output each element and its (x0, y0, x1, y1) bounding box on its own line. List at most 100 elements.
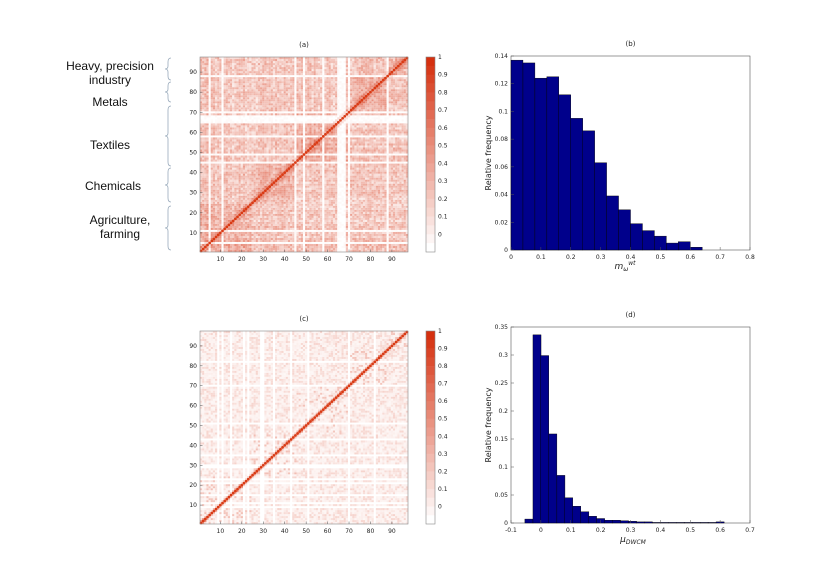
heatmap-cell (311, 199, 314, 202)
heatmap-cell (290, 205, 293, 208)
heatmap-cell (251, 79, 254, 82)
heatmap-cell (270, 77, 273, 80)
heatmap-cell (234, 107, 237, 110)
heatmap-cell (202, 143, 205, 146)
heatmap-cell (245, 187, 248, 190)
heatmap-cell (292, 151, 295, 154)
heatmap-cell (283, 163, 286, 166)
heatmap-cell (230, 205, 233, 208)
heatmap-cell (270, 233, 273, 236)
heatmap-cell (225, 157, 228, 160)
heatmap-cell (309, 93, 312, 96)
heatmap-cell (307, 137, 310, 140)
heatmap-cell (315, 71, 318, 74)
heatmap-cell (255, 105, 258, 108)
heatmap-cell (264, 59, 267, 62)
heatmap-cell (262, 243, 265, 247)
heatmap-cell (317, 231, 321, 234)
heatmap-cell (202, 177, 205, 180)
heatmap-cell (210, 65, 213, 68)
heatmap-cell (219, 103, 222, 106)
heatmap-cell (279, 111, 282, 114)
heatmap-cell (206, 161, 209, 164)
heatmap-cell (290, 195, 293, 198)
heatmap-cell (227, 151, 231, 154)
heatmap-cell (253, 111, 256, 114)
heatmap-cell (230, 149, 233, 152)
heatmap-cell (311, 221, 314, 224)
heatmap-cell (275, 107, 278, 110)
heatmap-cell (281, 211, 284, 214)
heatmap-cell (305, 135, 308, 138)
heatmap-cell (268, 205, 271, 208)
heatmap-cell (270, 225, 273, 228)
heatmap-cell (255, 79, 258, 82)
heatmap-cell (221, 161, 224, 164)
heatmap-cell (270, 65, 273, 68)
heatmap-cell (206, 227, 209, 230)
heatmap-cell (215, 141, 218, 144)
heatmap-cell (215, 97, 218, 100)
heatmap-cell (270, 205, 273, 208)
heatmap-cell (212, 195, 216, 198)
heatmap-cell (215, 95, 218, 98)
heatmap-cell (253, 243, 256, 247)
heatmap-cell (227, 225, 231, 228)
heatmap-cell (298, 231, 301, 234)
heatmap-cell (305, 125, 308, 128)
heatmap-cell (300, 71, 303, 74)
heatmap-cell (279, 203, 282, 206)
heatmap-cell (217, 187, 220, 190)
heatmap-cell (247, 157, 250, 160)
heatmap-cell (296, 241, 299, 245)
heatmap-cell (260, 135, 263, 138)
heatmap-cell (223, 85, 226, 88)
heatmap-cell (311, 63, 314, 66)
heatmap-cell (253, 217, 256, 220)
heatmap-cell (268, 189, 271, 192)
heatmap-cell (227, 215, 231, 218)
heatmap-cell (311, 137, 314, 140)
heatmap-cell (307, 211, 310, 214)
heatmap-cell (253, 153, 256, 156)
heatmap-cell (268, 95, 271, 98)
heatmap-cell (307, 223, 310, 226)
heatmap-cell (230, 217, 233, 220)
heatmap-cell (313, 171, 316, 174)
heatmap-cell (210, 175, 213, 178)
heatmap-cell (315, 109, 318, 112)
heatmap-cell (234, 79, 237, 82)
heatmap-cell (283, 243, 286, 247)
heatmap-cell (305, 175, 308, 178)
heatmap-cell (277, 85, 280, 88)
heatmap-cell (277, 209, 280, 212)
heatmap-cell (264, 227, 267, 230)
heatmap-cell (249, 213, 252, 216)
heatmap-cell (268, 201, 271, 204)
heatmap-cell (219, 205, 222, 208)
heatmap-cell (225, 217, 228, 220)
heatmap-cell (223, 175, 226, 178)
heatmap-cell (238, 235, 241, 238)
heatmap-cell (296, 109, 299, 112)
heatmap-cell (208, 173, 211, 176)
heatmap-cell (296, 225, 299, 228)
heatmap-cell (287, 233, 291, 236)
heatmap-cell (212, 109, 216, 112)
heatmap-cell (275, 97, 278, 100)
heatmap-cell (210, 97, 213, 100)
heatmap-cell (270, 189, 273, 192)
heatmap-cell (202, 79, 205, 82)
heatmap-cell (212, 199, 216, 202)
heatmap-cell (247, 109, 250, 112)
heatmap-cell (313, 89, 316, 92)
heatmap-cell (302, 209, 306, 212)
heatmap-cell (204, 99, 207, 102)
heatmap-cell (232, 81, 235, 84)
heatmap-cell (240, 99, 243, 102)
heatmap-cell (238, 175, 241, 178)
heatmap-cell (311, 131, 314, 134)
heatmap-cell (277, 113, 280, 116)
heatmap-cell (234, 101, 237, 104)
heatmap-cell (232, 113, 235, 116)
